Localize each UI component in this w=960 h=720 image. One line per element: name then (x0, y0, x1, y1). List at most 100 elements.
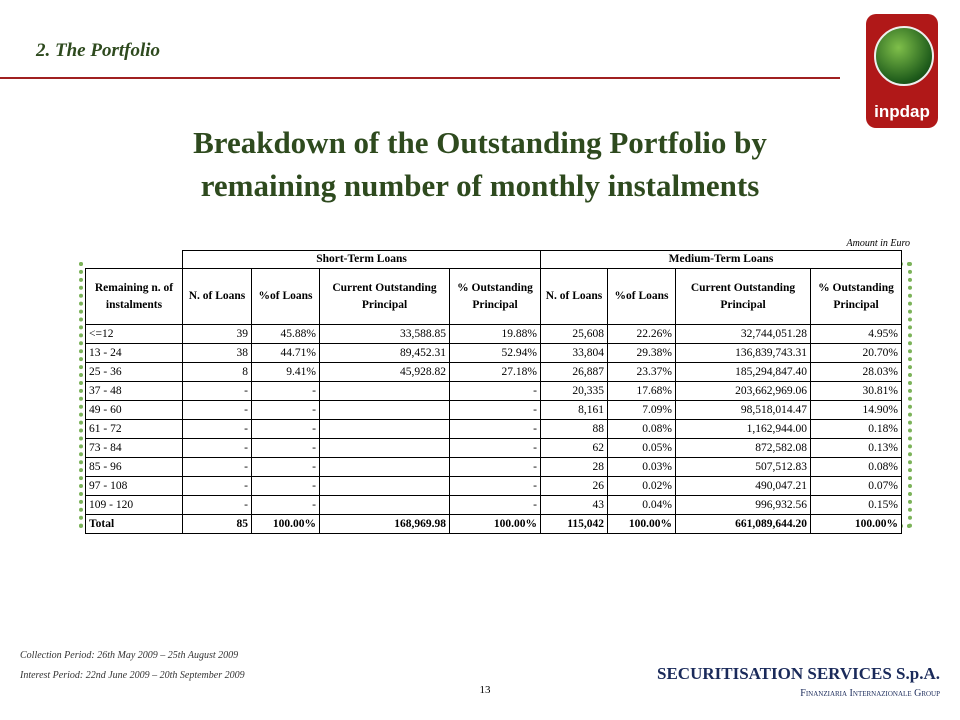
cell: 0.03% (607, 457, 676, 477)
cell: - (449, 476, 541, 496)
cell: 0.08% (810, 457, 902, 477)
total-cell: 100.00% (251, 514, 320, 534)
total-row: Total 85 100.00% 168,969.98 100.00% 115,042 10… (85, 514, 902, 534)
data-row: 25 - 36 8 9.41% 45,928.82 27.18% 26,887 23.37%… (85, 362, 902, 382)
cell: 25,608 (540, 324, 608, 344)
cell: - (182, 438, 252, 458)
cell: - (251, 438, 320, 458)
total-cell: 100.00% (449, 514, 541, 534)
total-cell: 85 (182, 514, 252, 534)
cell: 0.18% (810, 419, 902, 439)
cell: 872,582.08 (675, 438, 811, 458)
column-header: % Outstanding Principal (810, 268, 902, 325)
cell: 13 - 24 (85, 343, 183, 363)
column-row: Remaining n. of instalments N. of Loans %o… (85, 268, 902, 325)
data-row: 61 - 72- - -88 0.08% 1,162,944.00 0.18% (85, 419, 902, 439)
cell: 37 - 48 (85, 381, 183, 401)
cell (319, 419, 450, 439)
cell: - (449, 400, 541, 420)
data-row: 49 - 60- - -8,161 7.09% 98,518,014.47 14.90% (85, 400, 902, 420)
total-cell: 100.00% (810, 514, 902, 534)
cell: 4.95% (810, 324, 902, 344)
collection-period: Collection Period: 26th May 2009 – 25th … (20, 650, 239, 661)
cell: 25 - 36 (85, 362, 183, 382)
cell: 85 - 96 (85, 457, 183, 477)
column-header: N. of Loans (540, 268, 608, 325)
cell: - (449, 495, 541, 515)
cell: 0.02% (607, 476, 676, 496)
cell: - (251, 419, 320, 439)
cell: 996,932.56 (675, 495, 811, 515)
cell: 19.88% (449, 324, 541, 344)
cell: 27.18% (449, 362, 541, 382)
group-header: Short-Term Loans (182, 250, 541, 269)
cell: 29.38% (607, 343, 676, 363)
cell: 38 (182, 343, 252, 363)
cell: 22.26% (607, 324, 676, 344)
company: SECURITISATION SERVICES S.p.A. (657, 664, 940, 683)
cell: 98,518,014.47 (675, 400, 811, 420)
cell (319, 400, 450, 420)
cell: 9.41% (251, 362, 320, 382)
cell: - (182, 400, 252, 420)
cell: 26 (540, 476, 608, 496)
column-header: % Outstanding Principal (449, 268, 541, 325)
title-line: Breakdown of the Outstanding Portfolio b… (193, 125, 767, 160)
logo-text: inpdap (874, 102, 930, 121)
column-header: %of Loans (607, 268, 676, 325)
cell: 0.04% (607, 495, 676, 515)
section-title: 2. The Portfolio (36, 40, 161, 61)
column-header: %of Loans (251, 268, 320, 325)
cell: 20.70% (810, 343, 902, 363)
cell: 490,047.21 (675, 476, 811, 496)
table: Short-Term Loans Medium-Term Loans Remaini… (85, 250, 902, 534)
cell: 507,512.83 (675, 457, 811, 477)
cell: 20,335 (540, 381, 608, 401)
total-cell: 115,042 (540, 514, 608, 534)
cell: 61 - 72 (85, 419, 183, 439)
data-row: 85 - 96- - -28 0.03% 507,512.83 0.08% (85, 457, 902, 477)
cell: - (449, 457, 541, 477)
rule (0, 77, 840, 79)
data-row: 73 - 84- - -62 0.05% 872,582.08 0.13% (85, 438, 902, 458)
cell: 17.68% (607, 381, 676, 401)
data-row: 97 - 108- - -26 0.02% 490,047.21 0.07% (85, 476, 902, 496)
cell: - (449, 381, 541, 401)
cell: 0.08% (607, 419, 676, 439)
cell: 0.07% (810, 476, 902, 496)
cell: 0.13% (810, 438, 902, 458)
cell (319, 438, 450, 458)
cell: - (251, 476, 320, 496)
cell: - (251, 495, 320, 515)
group-header: Medium-Term Loans (540, 250, 902, 269)
cell: - (182, 419, 252, 439)
cell: <=12 (85, 324, 183, 344)
cell (319, 476, 450, 496)
blank (86, 251, 183, 269)
data-row: <=12 39 45.88% 33,588.85 19.88% 25,608 22.26% 3… (85, 324, 902, 344)
cell: 203,662,969.06 (675, 381, 811, 401)
cell: 0.05% (607, 438, 676, 458)
cell: 30.81% (810, 381, 902, 401)
table-note: Amount in Euro (846, 238, 910, 249)
cell: 97 - 108 (85, 476, 183, 496)
logo: inpdap (866, 14, 938, 128)
cell: 7.09% (607, 400, 676, 420)
cell: 39 (182, 324, 252, 344)
cell (319, 457, 450, 477)
interest-period: Interest Period: 22nd June 2009 – 20th S… (20, 670, 245, 681)
cell: - (251, 400, 320, 420)
total-cell: 661,089,644.20 (675, 514, 811, 534)
cell: 73 - 84 (85, 438, 183, 458)
cell: 14.90% (810, 400, 902, 420)
title-line: remaining number of monthly instalments (200, 168, 760, 203)
cell: - (182, 457, 252, 477)
cell: 45.88% (251, 324, 320, 344)
globe (874, 26, 934, 86)
cell: 28.03% (810, 362, 902, 382)
total-cell: 168,969.98 (319, 514, 450, 534)
cell: - (182, 381, 252, 401)
cell: 109 - 120 (85, 495, 183, 515)
page-number: 13 (479, 684, 491, 696)
